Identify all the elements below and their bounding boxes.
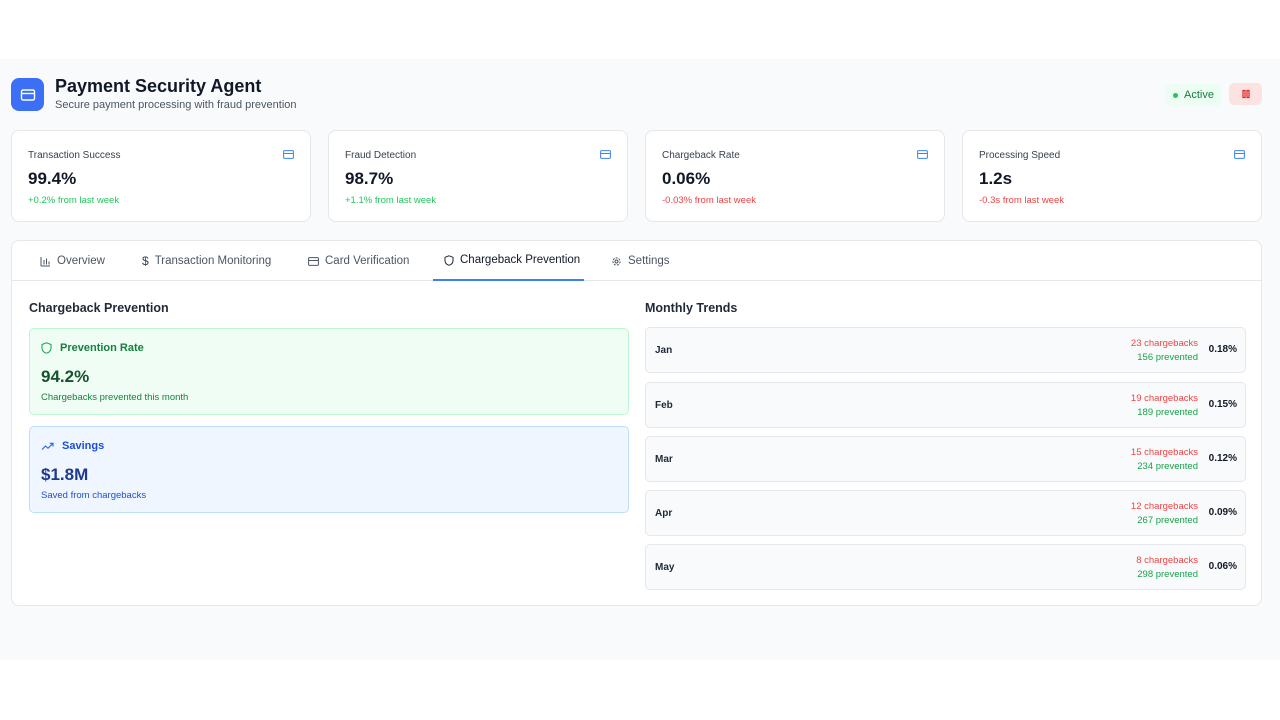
trend-chargebacks: 15 chargebacks <box>1130 447 1198 458</box>
tab-label: Settings <box>628 255 670 267</box>
page-title: Payment Security Agent <box>55 76 262 96</box>
trend-counts: 12 chargebacks 267 prevented <box>1131 500 1198 528</box>
trend-counts: 15 chargebacks 234 prevented <box>1131 446 1198 474</box>
savings-value: $1.8M <box>41 465 89 484</box>
prevention-rate-header: Prevention Rate <box>41 342 144 354</box>
savings-label: Savings <box>62 440 105 452</box>
bar-chart-icon <box>40 256 50 266</box>
trend-prevented: 298 prevented <box>1137 569 1198 580</box>
metric-card-processing-speed: Processing Speed 1.2s -0.3s from last we… <box>962 130 1262 222</box>
credit-card-icon <box>283 150 294 159</box>
list-item: Jan 23 chargebacks 156 prevented 0.18% <box>645 327 1246 373</box>
gear-icon <box>612 256 621 266</box>
prevention-rate-value: 94.2% <box>41 367 90 386</box>
credit-card-icon <box>600 150 611 159</box>
metric-card-fraud-detection: Fraud Detection 98.7% +1.1% from last we… <box>328 130 628 222</box>
savings-sub: Saved from chargebacks <box>41 490 147 501</box>
tab-transaction-monitoring[interactable]: $ Transaction Monitoring <box>142 241 271 281</box>
trend-rate: 0.18% <box>1208 344 1237 355</box>
tab-label: Transaction Monitoring <box>154 255 272 267</box>
metric-card-transaction-success: Transaction Success 99.4% +0.2% from las… <box>11 130 311 222</box>
trend-prevented: 156 prevented <box>1137 352 1198 363</box>
shield-icon <box>444 254 454 266</box>
trend-chargebacks: 8 chargebacks <box>1136 555 1198 566</box>
trend-prevented: 267 prevented <box>1137 515 1198 526</box>
tab-label: Overview <box>57 255 105 267</box>
tab-bar: Overview $ Transaction Monitoring Card V… <box>12 241 1261 281</box>
status-badge: Active <box>1165 84 1222 106</box>
credit-card-icon <box>1234 150 1245 159</box>
trend-month: Mar <box>655 454 673 465</box>
metric-value: 0.06% <box>662 169 711 188</box>
trend-month: May <box>655 562 675 573</box>
metric-label: Fraud Detection <box>345 150 417 161</box>
credit-card-icon <box>308 256 319 266</box>
trend-month: Apr <box>655 508 673 519</box>
trend-counts: 19 chargebacks 189 prevented <box>1131 392 1198 420</box>
metric-delta: -0.03% from last week <box>662 195 756 206</box>
credit-card-icon <box>917 150 928 159</box>
tab-chargeback-prevention[interactable]: Chargeback Prevention <box>433 241 584 281</box>
status-label: Active <box>1184 89 1214 101</box>
monthly-trends-title: Monthly Trends <box>645 301 738 315</box>
metric-label: Processing Speed <box>979 150 1061 161</box>
trend-counts: 8 chargebacks 298 prevented <box>1136 554 1198 582</box>
page-header: Payment Security Agent Secure payment pr… <box>11 76 1262 112</box>
metric-delta: +1.1% from last week <box>345 195 437 206</box>
prevention-rate-label: Prevention Rate <box>60 342 144 354</box>
shield-icon <box>41 342 52 354</box>
list-item: May 8 chargebacks 298 prevented 0.06% <box>645 544 1246 590</box>
prevention-rate-card: Prevention Rate 94.2% Chargebacks preven… <box>29 328 629 415</box>
metric-label: Chargeback Rate <box>662 150 740 161</box>
list-item: Apr 12 chargebacks 267 prevented 0.09% <box>645 490 1246 536</box>
status-dot-icon <box>1173 92 1179 98</box>
trend-chargebacks: 23 chargebacks <box>1130 338 1198 349</box>
list-item: Mar 15 chargebacks 234 prevented 0.12% <box>645 436 1246 482</box>
chargeback-prevention-title: Chargeback Prevention <box>29 301 169 315</box>
metric-delta: +0.2% from last week <box>28 195 120 206</box>
list-item: Feb 19 chargebacks 189 prevented 0.15% <box>645 382 1246 428</box>
savings-header: Savings <box>41 440 104 452</box>
prevention-rate-sub: Chargebacks prevented this month <box>41 392 189 403</box>
trend-counts: 23 chargebacks 156 prevented <box>1131 337 1198 365</box>
trend-month: Jan <box>655 345 673 356</box>
savings-card: Savings $1.8M Saved from chargebacks <box>29 426 629 513</box>
metric-value: 98.7% <box>345 169 394 188</box>
trend-rate: 0.06% <box>1208 561 1237 572</box>
tab-overview[interactable]: Overview <box>40 241 105 281</box>
main-panel: Overview $ Transaction Monitoring Card V… <box>11 240 1262 606</box>
trend-prevented: 189 prevented <box>1137 407 1198 418</box>
trending-up-icon <box>41 442 54 450</box>
credit-card-icon <box>11 78 44 111</box>
trend-rate: 0.12% <box>1208 453 1237 464</box>
metric-value: 99.4% <box>28 169 77 188</box>
trend-chargebacks: 12 chargebacks <box>1130 501 1198 512</box>
tab-settings[interactable]: Settings <box>611 241 670 281</box>
metric-value: 1.2s <box>979 169 1013 188</box>
metric-card-chargeback-rate: Chargeback Rate 0.06% -0.03% from last w… <box>645 130 945 222</box>
metric-label: Transaction Success <box>28 150 121 161</box>
pause-icon <box>1241 89 1250 99</box>
trend-rate: 0.15% <box>1208 399 1237 410</box>
tab-label: Card Verification <box>325 255 410 267</box>
pause-button[interactable] <box>1229 83 1262 105</box>
trend-rate: 0.09% <box>1208 507 1237 518</box>
dollar-icon: $ <box>142 254 149 268</box>
tab-label: Chargeback Prevention <box>460 254 581 266</box>
trend-prevented: 234 prevented <box>1137 461 1198 472</box>
metric-delta: -0.3s from last week <box>979 195 1064 206</box>
trend-month: Feb <box>655 400 673 411</box>
page-subtitle: Secure payment processing with fraud pre… <box>55 99 297 111</box>
app-root: Payment Security Agent Secure payment pr… <box>0 59 1280 660</box>
tab-card-verification[interactable]: Card Verification <box>308 241 409 281</box>
trend-chargebacks: 19 chargebacks <box>1130 393 1198 404</box>
